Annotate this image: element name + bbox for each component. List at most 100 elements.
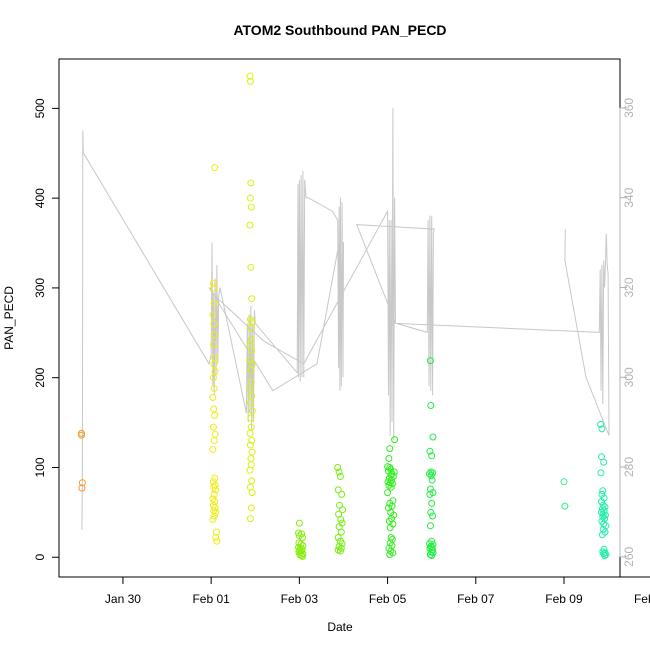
y-axis-right: 260 280 300 320 340 360 bbox=[619, 98, 636, 567]
data-point-s6-14 bbox=[427, 508, 435, 516]
data-point-s2-19 bbox=[248, 392, 256, 400]
data-point-s4-18 bbox=[336, 547, 344, 555]
data-point-s1-24 bbox=[212, 486, 220, 494]
y-tick-label-5: 500 bbox=[33, 98, 47, 118]
data-point-s8-23 bbox=[598, 531, 606, 539]
data-point-s6-9 bbox=[428, 476, 436, 484]
data-point-s6-0 bbox=[426, 357, 434, 365]
data-point-s8-11 bbox=[598, 505, 606, 513]
x-tick-label-3: Feb 05 bbox=[369, 592, 407, 606]
data-point-s3-17 bbox=[298, 552, 306, 559]
y2-tick-label-0: 260 bbox=[622, 546, 636, 566]
data-point-s1-20 bbox=[211, 474, 219, 482]
data-point-s1-36 bbox=[213, 537, 221, 545]
y2-tick-label-3: 320 bbox=[622, 277, 636, 297]
data-point-s2-26 bbox=[246, 441, 254, 449]
data-point-s1-0 bbox=[211, 164, 219, 172]
data-point-s8-28 bbox=[602, 551, 610, 559]
data-point-s1-21 bbox=[209, 478, 217, 486]
chart-title: ATOM2 Southbound PAN_PECD bbox=[233, 22, 446, 38]
data-point-s4-12 bbox=[334, 534, 342, 541]
y-tick-label-3: 300 bbox=[33, 278, 47, 298]
data-point-s1-9 bbox=[210, 360, 218, 368]
y-tick-label-4: 400 bbox=[33, 188, 47, 208]
data-point-s1-3 bbox=[210, 299, 218, 307]
data-point-s8-3 bbox=[600, 458, 608, 466]
data-point-s2-35 bbox=[246, 515, 254, 523]
secondary-line-layer bbox=[81, 107, 610, 530]
data-point-s2-25 bbox=[248, 437, 256, 444]
data-point-s6-7 bbox=[426, 470, 433, 478]
data-point-s6-16 bbox=[426, 522, 434, 530]
data-point-s8-6 bbox=[598, 490, 606, 498]
data-point-s5-22 bbox=[390, 511, 398, 519]
data-point-s0-1 bbox=[78, 431, 85, 439]
data-point-s6-12 bbox=[426, 490, 434, 498]
data-point-s1-14 bbox=[210, 405, 218, 413]
y-axis-label: PAN_PECD bbox=[2, 286, 16, 350]
data-point-s5-34 bbox=[387, 547, 395, 555]
data-point-s2-5 bbox=[246, 221, 254, 229]
data-point-s1-30 bbox=[210, 507, 218, 515]
y-tick-label-2: 200 bbox=[33, 367, 47, 387]
data-point-s2-7 bbox=[248, 295, 256, 303]
x-axis-label: Date bbox=[327, 620, 353, 634]
data-point-s4-8 bbox=[337, 516, 345, 523]
data-point-s5-26 bbox=[386, 524, 394, 532]
data-point-s2-11 bbox=[247, 335, 255, 343]
data-point-s1-2 bbox=[210, 284, 218, 292]
data-point-s2-15 bbox=[248, 360, 256, 368]
data-point-s5-36 bbox=[386, 551, 394, 559]
data-point-s2-3 bbox=[246, 194, 254, 202]
data-point-s3-2 bbox=[298, 530, 306, 538]
point-layer bbox=[78, 72, 610, 560]
data-point-s2-9 bbox=[248, 318, 256, 326]
data-point-s6-15 bbox=[429, 512, 437, 520]
data-point-s1-18 bbox=[210, 437, 218, 444]
data-point-s2-22 bbox=[247, 414, 255, 422]
data-point-s7-0 bbox=[560, 478, 568, 486]
data-point-s1-10 bbox=[211, 367, 219, 375]
data-point-s0-3 bbox=[78, 484, 86, 492]
data-point-s2-13 bbox=[248, 347, 256, 355]
data-point-s1-4 bbox=[209, 311, 217, 319]
data-point-s2-20 bbox=[246, 399, 254, 407]
data-point-s1-15 bbox=[211, 411, 219, 419]
data-point-s4-4 bbox=[338, 490, 346, 498]
data-point-s3-15 bbox=[299, 550, 307, 558]
data-point-s5-9 bbox=[385, 474, 393, 482]
data-point-s8-29 bbox=[601, 552, 609, 559]
x-axis: Jan 30 Feb 01 Feb 03 Feb 05 Feb 07 Feb 09 Feb … bbox=[105, 576, 650, 606]
data-point-s5-15 bbox=[387, 483, 395, 491]
data-point-s2-14 bbox=[246, 356, 254, 364]
data-point-s1-16 bbox=[209, 423, 217, 431]
data-point-s6-2 bbox=[429, 433, 437, 441]
data-point-s2-6 bbox=[247, 263, 255, 271]
data-point-s3-4 bbox=[299, 534, 306, 541]
data-point-s2-16 bbox=[247, 367, 255, 374]
data-point-s2-33 bbox=[248, 489, 256, 497]
y-axis-left: 0 100 200 300 400 500 bbox=[33, 98, 60, 561]
data-point-s4-0 bbox=[334, 464, 342, 471]
data-point-s2-1 bbox=[246, 77, 254, 85]
data-point-s8-5 bbox=[599, 487, 607, 495]
data-point-s6-27 bbox=[428, 552, 436, 559]
x-tick-label-5: Feb 09 bbox=[545, 592, 583, 606]
data-point-s1-7 bbox=[209, 341, 217, 348]
x-tick-label-0: Jan 30 bbox=[105, 592, 141, 606]
data-point-s2-2 bbox=[247, 179, 255, 187]
data-point-s2-31 bbox=[248, 477, 256, 485]
data-point-s2-18 bbox=[246, 385, 254, 393]
data-point-s6-1 bbox=[427, 402, 435, 409]
data-point-s1-11 bbox=[209, 374, 217, 382]
data-point-s4-3 bbox=[334, 486, 342, 494]
data-point-s3-18 bbox=[299, 552, 306, 560]
data-point-s5-7 bbox=[387, 471, 395, 479]
data-point-s8-19 bbox=[600, 520, 608, 528]
y2-tick-label-1: 280 bbox=[622, 457, 636, 477]
y2-tick-label-4: 340 bbox=[622, 187, 636, 207]
data-point-s2-27 bbox=[248, 448, 256, 456]
y-tick-label-0: 0 bbox=[33, 554, 47, 561]
data-point-s8-1 bbox=[598, 425, 606, 433]
